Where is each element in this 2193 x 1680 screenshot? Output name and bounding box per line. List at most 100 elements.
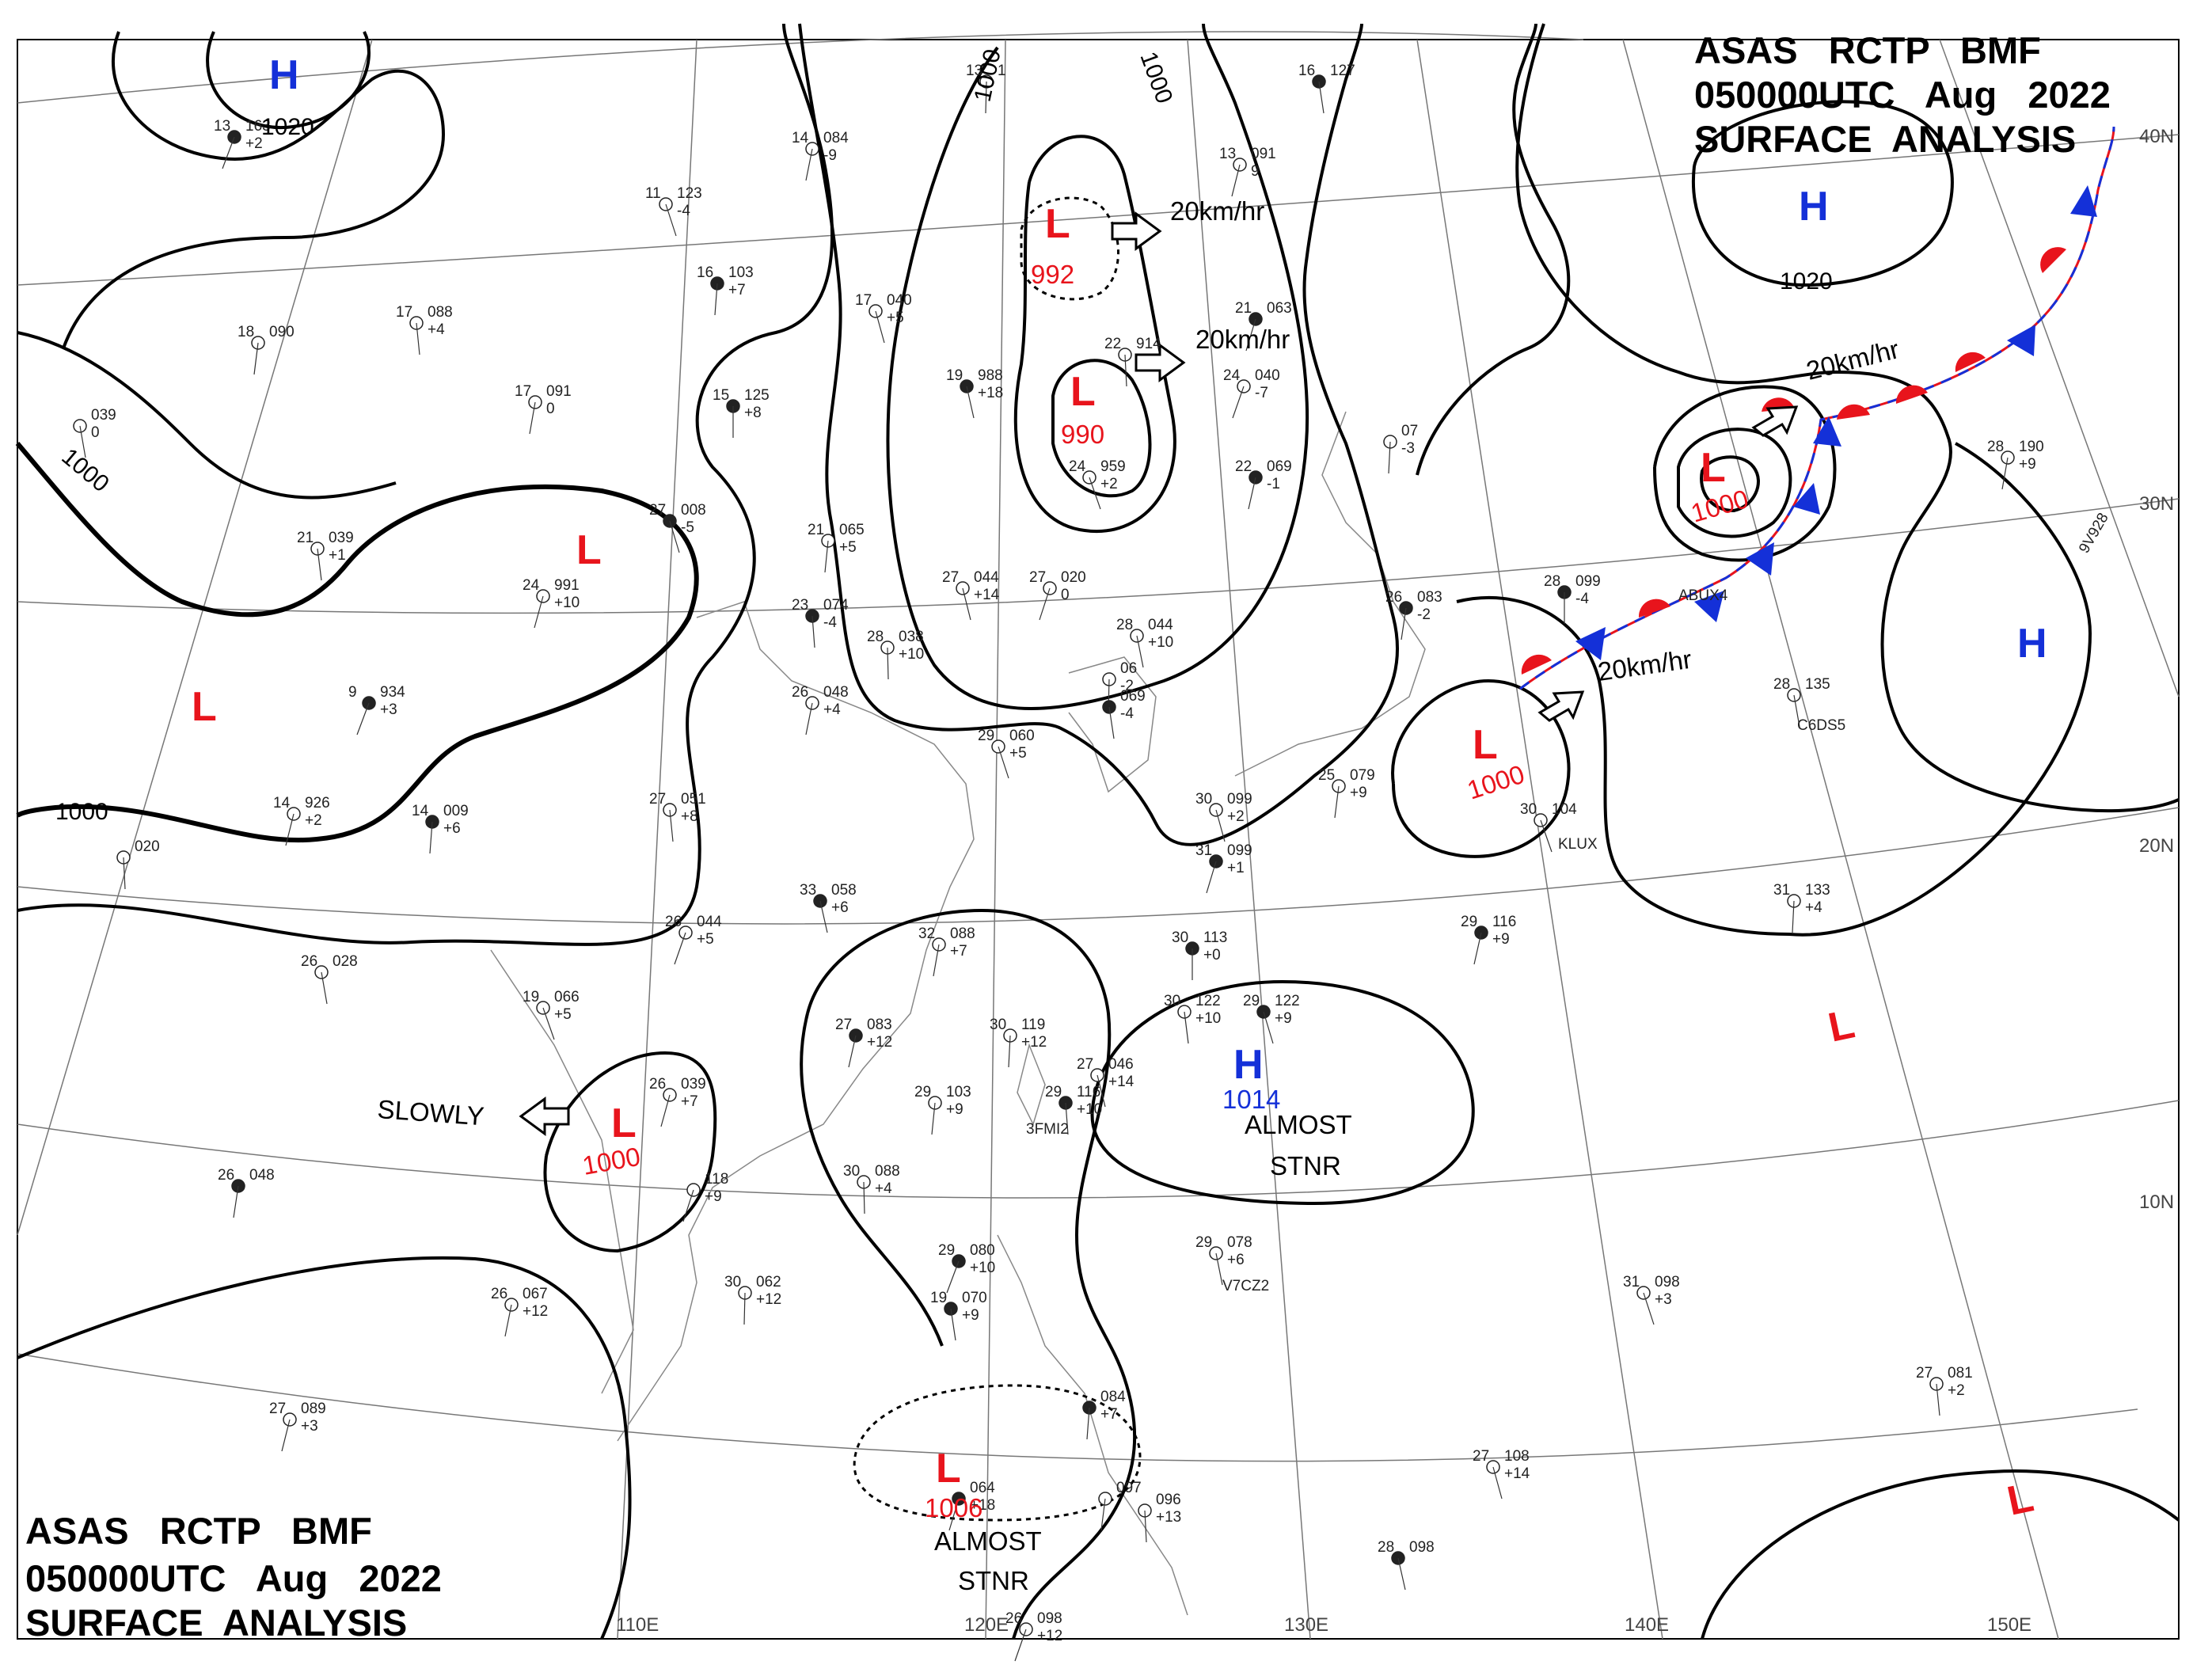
station-pressure: 065 xyxy=(839,522,865,538)
latitude-label: 10N xyxy=(2139,1192,2174,1213)
station-pressure: 133 xyxy=(1805,882,1830,899)
station-pressure: 062 xyxy=(756,1274,781,1290)
wind-barb xyxy=(1231,164,1241,197)
station-tendency: +8 xyxy=(744,405,762,421)
china-coast xyxy=(617,601,975,1442)
stationary-note-line1: ALMOST xyxy=(934,1526,1042,1556)
station-tendency: +12 xyxy=(756,1291,781,1308)
wind-barb xyxy=(1540,819,1553,853)
station-plot: 9 934+3 xyxy=(348,684,405,735)
station-tendency: 0 xyxy=(1061,587,1070,603)
station-plot: 33 058+6 xyxy=(800,882,857,933)
station-temperature: 26 xyxy=(301,953,317,970)
station-plot: 31 133+4 xyxy=(1773,882,1830,933)
station-tendency: +18 xyxy=(978,385,1003,401)
triangle xyxy=(1793,483,1820,515)
station-temperature: 16 xyxy=(697,264,713,281)
wind-barb xyxy=(875,310,885,344)
station-temperature: 13 xyxy=(214,118,230,135)
station-pressure: 039 xyxy=(681,1076,706,1093)
parallel-10n xyxy=(17,1100,2180,1199)
station-temperature: 16 xyxy=(1298,63,1315,79)
meridian-140e xyxy=(1416,39,1663,1640)
station-temperature: 21 xyxy=(297,530,314,546)
station-plot: 28 098 xyxy=(1378,1539,1435,1591)
station-plot: 17 040+5 xyxy=(855,292,912,344)
station-pressure: 008 xyxy=(681,502,706,519)
station-tendency: +12 xyxy=(1021,1034,1047,1051)
semicircle xyxy=(1521,654,1552,675)
station-plot: 29 060+5 xyxy=(978,728,1035,779)
triangle xyxy=(2070,185,2097,217)
warm-front-semicircles xyxy=(1521,247,2066,675)
station-plot: 26 039+7 xyxy=(649,1076,706,1127)
wind-barb xyxy=(529,401,536,435)
station-temperature: 30 xyxy=(1164,993,1180,1009)
station-tendency: +3 xyxy=(1655,1291,1672,1308)
isobar-1006-dotted xyxy=(853,1384,1142,1522)
station-temperature: 24 xyxy=(1223,367,1241,384)
station-plot: 21 063 xyxy=(1235,300,1292,352)
station-pressure: 099 xyxy=(1575,573,1601,590)
station-temperature: 27 xyxy=(649,502,666,519)
station-pressure: 080 xyxy=(970,1242,995,1259)
station-pressure: 088 xyxy=(950,926,975,942)
triangle xyxy=(1694,591,1724,622)
coordinate-labels: 110E 120E 130E 140E 150E 40N 30N 20N 10N xyxy=(616,126,2174,1636)
station-plot: 26 048+4 xyxy=(792,684,849,735)
isobar-low-1000-ne xyxy=(1653,385,1837,562)
isobar-h-1014 xyxy=(1090,979,1475,1206)
stationary-front xyxy=(1519,126,2115,690)
station-temperature: 26 xyxy=(218,1167,234,1184)
station-temperature: 19 xyxy=(523,989,539,1005)
station-pressure: 914 xyxy=(1136,336,1161,352)
wind-barb xyxy=(1008,1035,1011,1068)
station-pressure: 044 xyxy=(1148,617,1173,633)
station-plot: 22 069-1 xyxy=(1235,458,1292,510)
isobar-scs-outer xyxy=(806,908,1137,1640)
station-tendency: +9 xyxy=(962,1307,979,1324)
station-pressure: 063 xyxy=(1267,300,1292,317)
station-plot: 097 xyxy=(1098,1480,1142,1531)
station-pressure: 040 xyxy=(887,292,912,309)
station-tendency: -5 xyxy=(681,519,694,536)
motion-label: 20km/hr xyxy=(1170,196,1264,226)
ship-callsign: ABUX4 xyxy=(1678,587,1728,604)
station-plot: 16 103+7 xyxy=(697,264,754,316)
station-temperature: 31 xyxy=(1773,882,1790,899)
wind-barb xyxy=(669,809,674,842)
station-tendency: +5 xyxy=(697,931,714,948)
station-pressure: 108 xyxy=(1504,1448,1530,1465)
station-tendency: -2 xyxy=(1120,678,1134,694)
korea-coast xyxy=(1068,656,1157,793)
station-tendency: 0 xyxy=(91,424,100,441)
station-pressure: 122 xyxy=(1275,993,1300,1009)
station-pressure: 067 xyxy=(523,1286,548,1302)
station-pressure: 103 xyxy=(946,1084,971,1100)
station-temperature: 26 xyxy=(1385,589,1402,606)
station-temperature: 29 xyxy=(938,1242,955,1259)
station-plot: 26 067+12 xyxy=(491,1286,548,1337)
station-plot: 19 070+9 xyxy=(930,1290,987,1341)
station-pressure: 044 xyxy=(974,569,999,586)
station-temperature: 23 xyxy=(792,597,808,614)
wind-barb xyxy=(1643,1292,1655,1325)
isobars xyxy=(15,23,2180,1640)
station-plot: 14 009+6 xyxy=(412,803,469,854)
station-pressure: 1 xyxy=(998,63,1006,79)
wind-barb xyxy=(660,1094,671,1127)
ship-callsign: C6DS5 xyxy=(1797,717,1845,734)
station-pressure: 064 xyxy=(970,1480,995,1496)
station-pressure: 135 xyxy=(1805,676,1830,693)
indochina-coast xyxy=(490,949,634,1394)
station-plot: 28 190+9 xyxy=(1987,439,2044,490)
station-plot: 25 079+9 xyxy=(1318,767,1375,819)
station-tendency: +2 xyxy=(1227,808,1245,825)
cold-front-triangles xyxy=(1575,185,2097,660)
station-tendency: +4 xyxy=(428,321,445,338)
station-plot: 24 040-7 xyxy=(1223,367,1280,419)
arrow-ne xyxy=(1751,405,1799,437)
longitude-label: 140E xyxy=(1625,1614,1669,1636)
station-tendency: +9 xyxy=(946,1101,963,1118)
